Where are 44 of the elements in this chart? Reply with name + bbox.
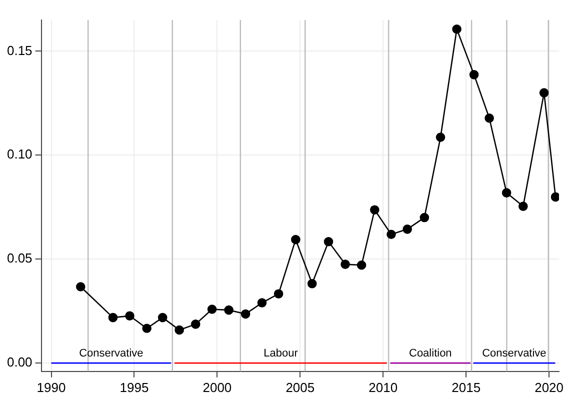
point bbox=[257, 298, 267, 308]
series-label: Conservative bbox=[79, 348, 144, 360]
y-tick-label: 0.05 bbox=[6, 250, 32, 266]
y-tick-label: 0.15 bbox=[6, 42, 32, 58]
point bbox=[291, 234, 300, 244]
x-tick-label: 2010 bbox=[368, 380, 398, 395]
point bbox=[452, 24, 462, 34]
point bbox=[356, 260, 366, 270]
point bbox=[420, 212, 430, 222]
x-tick-label: 1990 bbox=[36, 380, 66, 395]
point bbox=[224, 305, 234, 315]
point bbox=[484, 113, 494, 123]
point bbox=[190, 320, 200, 329]
y-tick-label: 0.00 bbox=[6, 354, 32, 370]
x-tick-label: 2015 bbox=[452, 380, 481, 395]
point bbox=[207, 304, 217, 314]
series-label: Coalition bbox=[409, 348, 452, 360]
point bbox=[386, 230, 396, 240]
x-tick-label: 1995 bbox=[120, 380, 149, 395]
point bbox=[518, 202, 528, 211]
series-label: Conservative bbox=[482, 348, 546, 360]
point bbox=[539, 88, 549, 98]
point bbox=[174, 325, 184, 335]
point bbox=[125, 311, 134, 321]
point bbox=[550, 192, 559, 202]
point bbox=[340, 260, 350, 269]
point bbox=[402, 224, 412, 234]
point bbox=[502, 188, 512, 198]
x-tick-label: 2005 bbox=[286, 380, 315, 395]
point bbox=[240, 309, 250, 319]
point bbox=[436, 132, 446, 142]
point bbox=[274, 289, 284, 298]
point bbox=[76, 282, 86, 292]
x-tick-label: 2000 bbox=[202, 380, 232, 395]
y-tick-label: 0.10 bbox=[6, 146, 32, 162]
point bbox=[158, 312, 168, 322]
point bbox=[370, 205, 380, 214]
point bbox=[108, 312, 118, 322]
x-tick-label: 2020 bbox=[534, 380, 564, 395]
series-label: Labour bbox=[264, 348, 298, 360]
point bbox=[307, 279, 317, 288]
point bbox=[142, 324, 152, 334]
point bbox=[324, 237, 334, 246]
point bbox=[469, 70, 479, 80]
